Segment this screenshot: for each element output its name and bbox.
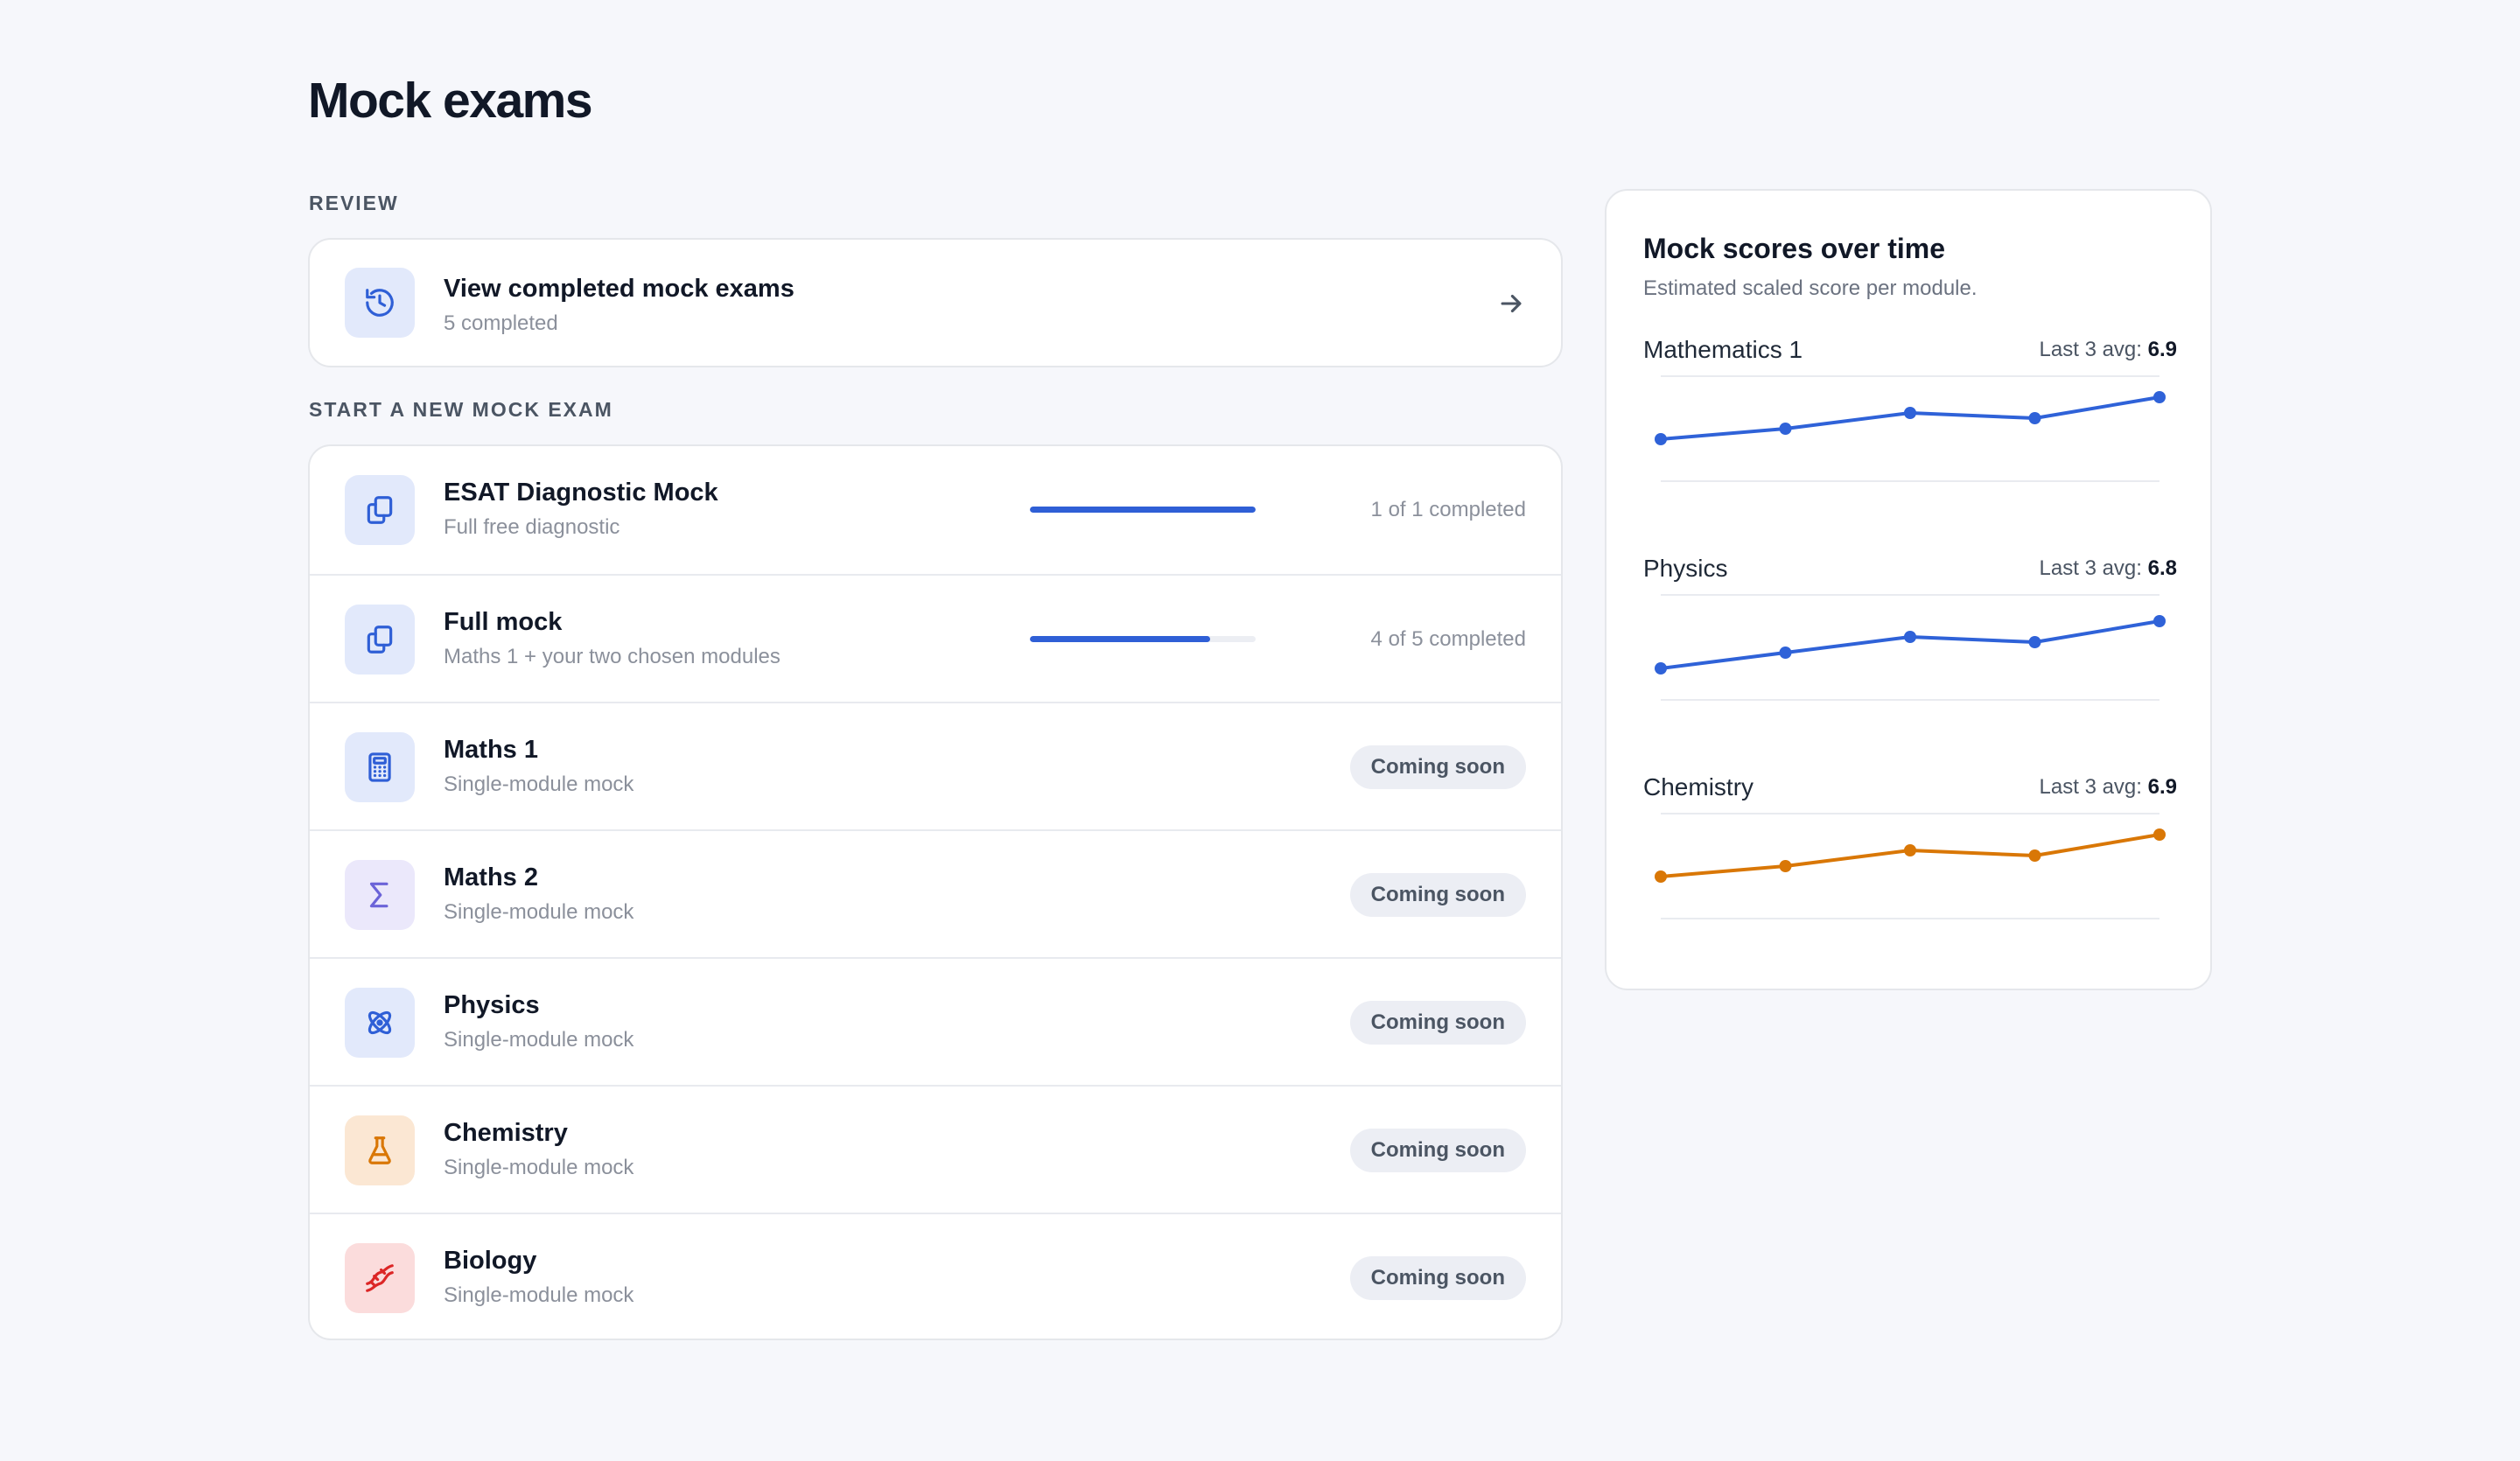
mock-item-title: Maths 2: [444, 863, 538, 891]
coming-soon-badge: Coming soon: [1349, 1001, 1526, 1045]
mock-item-physics[interactable]: Physics Single-module mock Coming soon: [310, 957, 1561, 1085]
data-point: [2153, 828, 2166, 841]
avg-label: Last 3 avg:: [2039, 338, 2142, 361]
coming-soon-badge: Coming soon: [1349, 1129, 1526, 1172]
sparkline: [1655, 813, 2166, 919]
dna-icon: [345, 1243, 415, 1313]
module-name: Chemistry: [1643, 773, 1754, 800]
page-title: Mock exams: [308, 73, 593, 129]
start-section-label: START A NEW MOCK EXAM: [309, 398, 613, 421]
mock-item-esat-diagnostic[interactable]: ESAT Diagnostic Mock Full free diagnosti…: [310, 446, 1561, 574]
module-average: Last 3 avg: 6.8: [2040, 556, 2177, 581]
atom-icon: [345, 988, 415, 1058]
mock-item-chemistry[interactable]: Chemistry Single-module mock Coming soon: [310, 1085, 1561, 1213]
progress-bar: [1030, 636, 1256, 642]
review-card-subtitle: 5 completed: [444, 311, 558, 335]
module-name: Mathematics 1: [1643, 336, 1803, 363]
coming-soon-badge: Coming soon: [1349, 1256, 1526, 1300]
module-name: Physics: [1643, 555, 1728, 582]
mock-item-title: Full mock: [444, 608, 563, 636]
flask-icon: [345, 1115, 415, 1185]
sigma-icon: [345, 860, 415, 930]
sparkline: [1655, 594, 2166, 701]
avg-label: Last 3 avg:: [2039, 556, 2142, 580]
progress-text: 4 of 5 completed: [1370, 627, 1526, 651]
mock-item-title: Biology: [444, 1247, 537, 1275]
data-point: [1655, 870, 1667, 883]
mock-item-maths-2[interactable]: Maths 2 Single-module mock Coming soon: [310, 829, 1561, 957]
module-chart-chemistry: Chemistry Last 3 avg: 6.9: [1643, 773, 2177, 966]
avg-value: 6.8: [2147, 556, 2177, 580]
module-chart-physics: Physics Last 3 avg: 6.8: [1643, 555, 2177, 747]
data-point: [2153, 615, 2166, 627]
data-point: [1779, 860, 1792, 872]
mock-item-subtitle: Single-module mock: [444, 1156, 634, 1179]
data-point: [1904, 631, 1916, 643]
view-completed-mock-exams-card[interactable]: View completed mock exams 5 completed: [308, 238, 1563, 367]
data-point: [2028, 849, 2041, 862]
chart-card-subtitle: Estimated scaled score per module.: [1643, 276, 1978, 300]
data-point: [1655, 433, 1667, 445]
data-point: [2028, 636, 2041, 648]
module-chart-mathematics-1: Mathematics 1 Last 3 avg: 6.9: [1643, 336, 2177, 528]
avg-value: 6.9: [2147, 775, 2177, 799]
chart-card-title: Mock scores over time: [1643, 233, 1946, 264]
data-point: [1904, 407, 1916, 419]
mock-item-biology[interactable]: Biology Single-module mock Coming soon: [310, 1213, 1561, 1339]
coming-soon-badge: Coming soon: [1349, 873, 1526, 917]
progress-bar: [1030, 507, 1256, 513]
progress-text: 1 of 1 completed: [1370, 498, 1526, 521]
mock-item-title: Chemistry: [444, 1119, 568, 1147]
mock-exam-list: ESAT Diagnostic Mock Full free diagnosti…: [308, 444, 1563, 1340]
mock-item-subtitle: Single-module mock: [444, 900, 634, 924]
progress-fill: [1030, 636, 1211, 642]
module-average: Last 3 avg: 6.9: [2040, 338, 2177, 362]
mock-item-subtitle: Full free diagnostic: [444, 515, 620, 539]
progress-fill: [1030, 507, 1256, 513]
module-average: Last 3 avg: 6.9: [2040, 775, 2177, 800]
review-row[interactable]: View completed mock exams 5 completed: [310, 240, 1561, 366]
history-icon: [345, 268, 415, 338]
avg-value: 6.9: [2147, 338, 2177, 361]
mock-item-subtitle: Maths 1 + your two chosen modules: [444, 645, 780, 668]
mock-item-title: Maths 1: [444, 736, 538, 764]
data-point: [1779, 423, 1792, 435]
series-line: [1660, 619, 2160, 670]
review-section-label: REVIEW: [309, 192, 399, 214]
mock-item-title: ESAT Diagnostic Mock: [444, 479, 718, 507]
data-point: [2028, 412, 2041, 424]
mock-item-subtitle: Single-module mock: [444, 1028, 634, 1052]
copy-icon: [345, 475, 415, 545]
sparkline: [1655, 375, 2166, 482]
data-point: [2153, 391, 2166, 403]
mock-item-subtitle: Single-module mock: [444, 1283, 634, 1307]
data-point: [1779, 647, 1792, 659]
coming-soon-badge: Coming soon: [1349, 745, 1526, 789]
mock-item-subtitle: Single-module mock: [444, 772, 634, 796]
review-card-title: View completed mock exams: [444, 275, 794, 303]
data-point: [1655, 662, 1667, 675]
arrow-right-icon[interactable]: [1496, 289, 1526, 318]
mock-item-full-mock[interactable]: Full mock Maths 1 + your two chosen modu…: [310, 574, 1561, 702]
mock-scores-card: Mock scores over time Estimated scaled s…: [1605, 189, 2212, 990]
data-point: [1904, 844, 1916, 856]
copy-icon: [345, 605, 415, 675]
avg-label: Last 3 avg:: [2039, 775, 2142, 799]
mock-item-title: Physics: [444, 991, 540, 1019]
calculator-icon: [345, 732, 415, 802]
mock-item-maths-1[interactable]: Maths 1 Single-module mock Coming soon: [310, 702, 1561, 829]
